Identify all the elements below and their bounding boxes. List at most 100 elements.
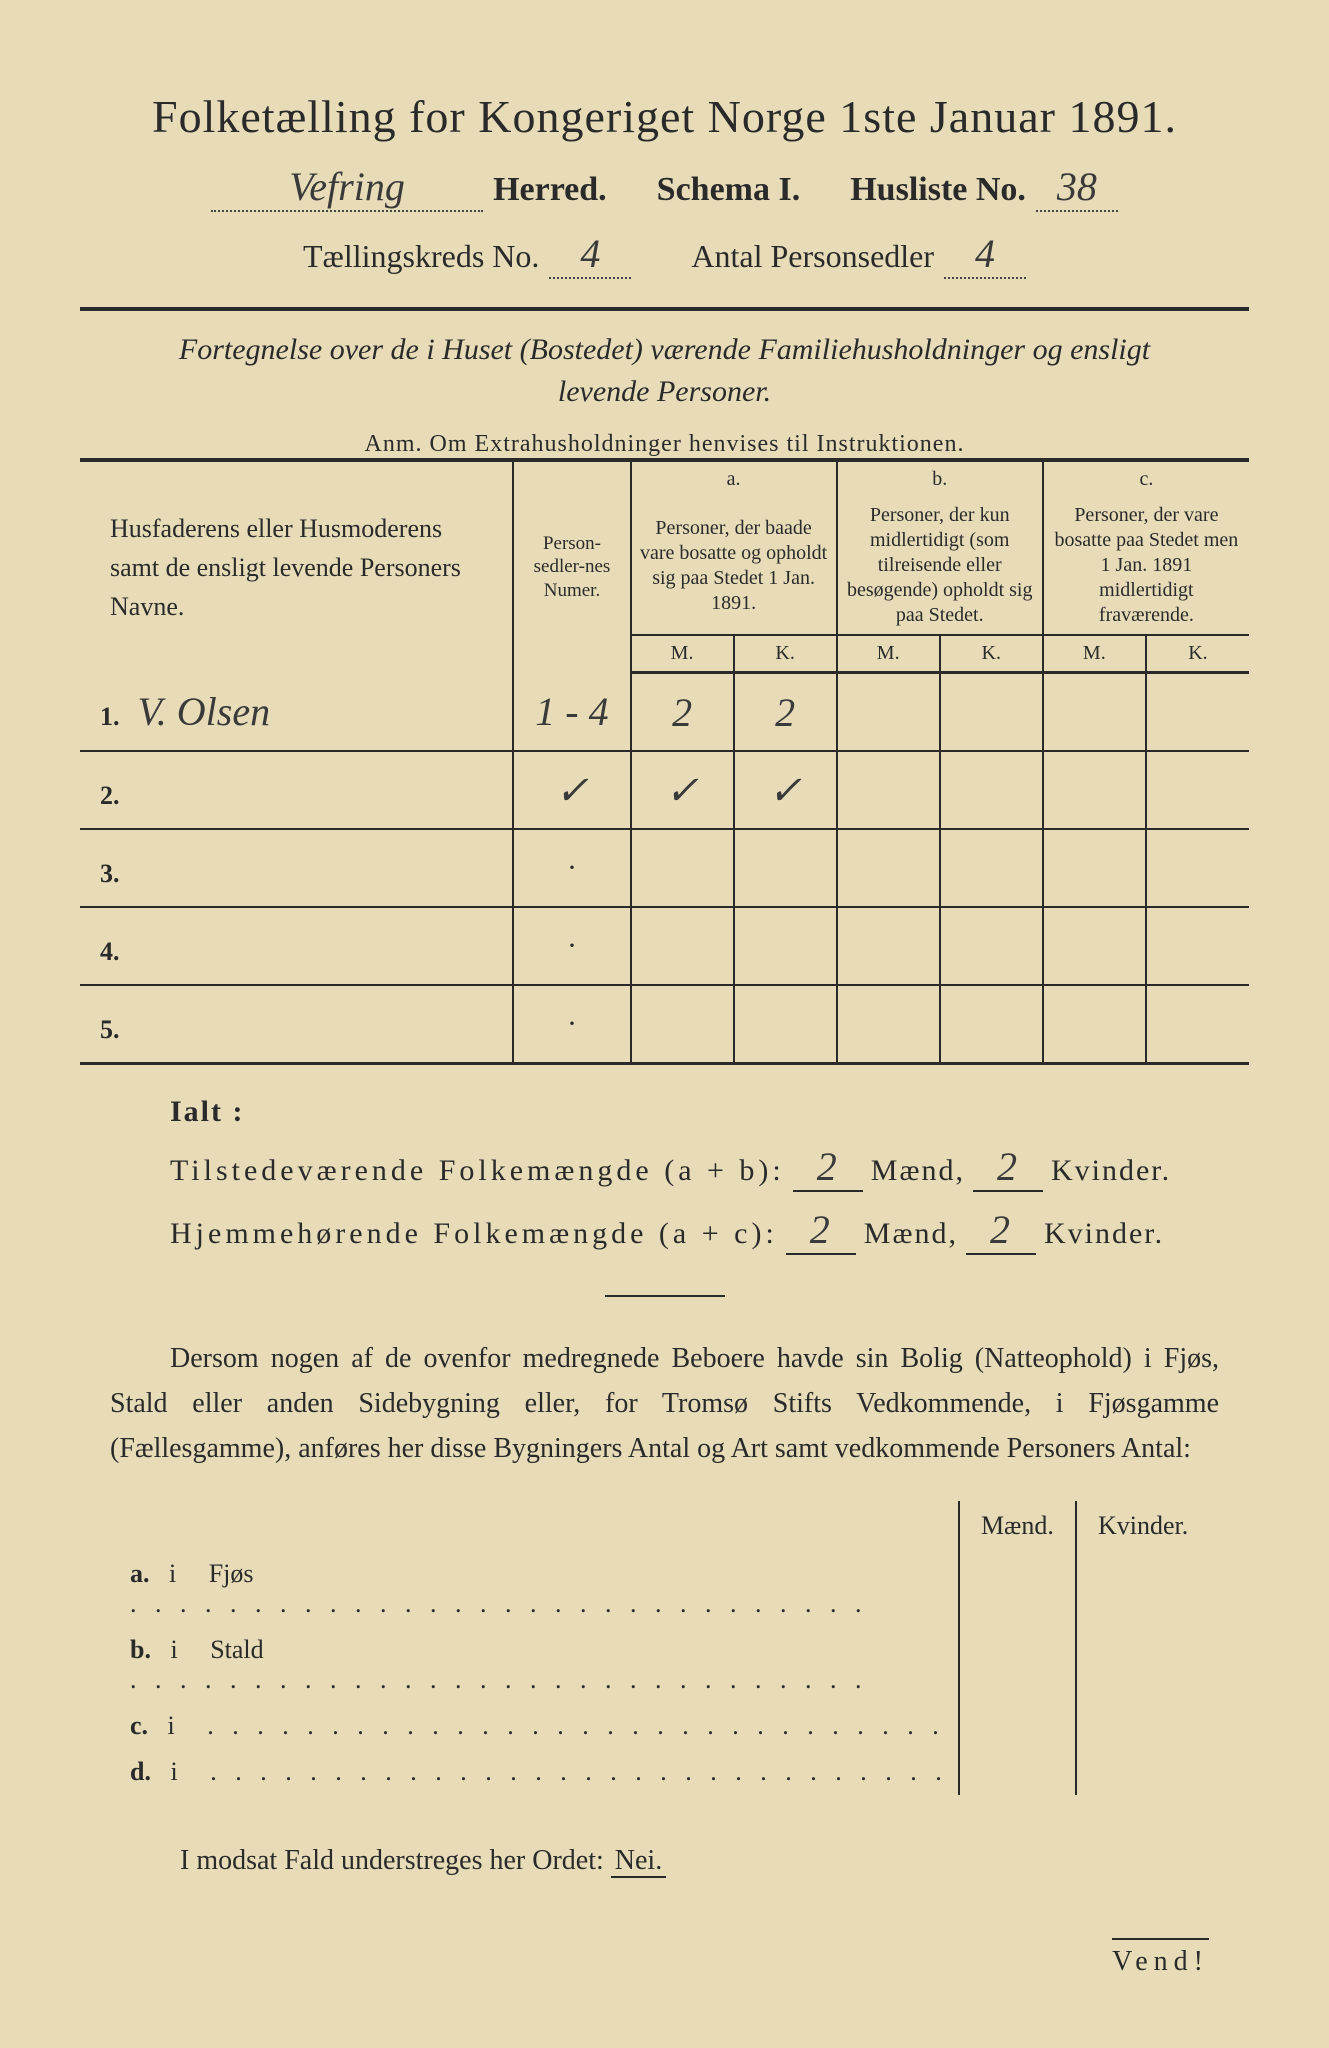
- ialt-line2-m: 2: [786, 1206, 856, 1255]
- col-num-header: Person-sedler-nes Numer.: [513, 460, 630, 673]
- cm-cell: [1043, 829, 1146, 907]
- ialt-line2-label: Hjemmehørende Folkemængde (a + c):: [170, 1217, 778, 1251]
- num-cell: ·: [513, 829, 630, 907]
- am-cell: ✓: [631, 751, 734, 829]
- husliste-label: Husliste No.: [850, 171, 1026, 209]
- fortegnelse-heading: Fortegnelse over de i Huset (Bostedet) v…: [120, 329, 1209, 413]
- short-divider: [605, 1295, 725, 1297]
- vend-label: Vend!: [1112, 1938, 1209, 1978]
- ck-cell: [1146, 673, 1249, 752]
- name-cell: 3.: [80, 829, 513, 907]
- page-title: Folketælling for Kongeriget Norge 1ste J…: [80, 90, 1249, 143]
- col-c-m: M.: [1043, 635, 1146, 673]
- cm-cell: [1043, 907, 1146, 985]
- main-table: Husfaderens eller Husmoderens samt de en…: [80, 458, 1249, 1065]
- ck-cell: [1146, 985, 1249, 1064]
- nei-word: Nei.: [611, 1845, 666, 1878]
- fortegnelse-line1: Fortegnelse over de i Huset (Bostedet) v…: [179, 333, 1150, 366]
- antal-value: 4: [944, 230, 1026, 279]
- bk-cell: [940, 985, 1043, 1064]
- bm-cell: [837, 829, 940, 907]
- bk-cell: [940, 673, 1043, 752]
- maend-label: Mænd,: [871, 1154, 965, 1188]
- ck-cell: [1146, 751, 1249, 829]
- ck-cell: [1146, 829, 1249, 907]
- building-m-cell: [959, 1627, 1076, 1703]
- maend-label2: Mænd,: [864, 1217, 958, 1251]
- dersom-text: Dersom nogen af de ovenfor medregnede Be…: [110, 1343, 1219, 1464]
- bk-cell: [940, 751, 1043, 829]
- building-m-cell: [959, 1551, 1076, 1627]
- building-label-cell: b. i Stald . . . . . . . . . . . . . . .…: [120, 1627, 959, 1703]
- dersom-paragraph: Dersom nogen af de ovenfor medregnede Be…: [110, 1337, 1219, 1471]
- col-b-desc: Personer, der kun midlertidigt (som tilr…: [837, 497, 1043, 635]
- num-cell: ✓: [513, 751, 630, 829]
- col-b-label: b.: [837, 460, 1043, 497]
- table-row: 3. ·: [80, 829, 1249, 907]
- name-cell: 2.: [80, 751, 513, 829]
- building-kvinder-header: Kvinder.: [1076, 1501, 1209, 1551]
- cm-cell: [1043, 751, 1146, 829]
- ak-cell: [734, 907, 837, 985]
- census-form-page: Folketælling for Kongeriget Norge 1ste J…: [0, 0, 1329, 2048]
- building-m-cell: [959, 1703, 1076, 1749]
- bk-cell: [940, 907, 1043, 985]
- name-cell: 1. V. Olsen: [80, 673, 513, 752]
- ak-cell: 2: [734, 673, 837, 752]
- kvinder-label: Kvinder.: [1051, 1154, 1171, 1188]
- col-num-text: Person-sedler-nes Numer.: [522, 524, 621, 611]
- col-a-m: M.: [631, 635, 734, 673]
- name-cell: 5.: [80, 985, 513, 1064]
- bm-cell: [837, 673, 940, 752]
- num-cell: ·: [513, 985, 630, 1064]
- col-c-label: c.: [1043, 460, 1249, 497]
- ialt-section: Ialt : Tilstedeværende Folkemængde (a + …: [170, 1095, 1249, 1255]
- building-k-cell: [1076, 1551, 1209, 1627]
- building-k-cell: [1076, 1703, 1209, 1749]
- ialt-line1-m: 2: [793, 1143, 863, 1192]
- name-cell: 4.: [80, 907, 513, 985]
- col-a-desc: Personer, der baade vare bosatte og opho…: [631, 497, 837, 635]
- building-label-cell: d. i . . . . . . . . . . . . . . . . . .…: [120, 1749, 959, 1795]
- col-a-k: K.: [734, 635, 837, 673]
- ialt-line-1: Tilstedeværende Folkemængde (a + b): 2 M…: [170, 1143, 1249, 1192]
- herred-label: Herred.: [493, 171, 607, 209]
- bm-cell: [837, 907, 940, 985]
- kvinder-label2: Kvinder.: [1044, 1217, 1164, 1251]
- building-m-cell: [959, 1749, 1076, 1795]
- building-table: Mænd. Kvinder. a. i Fjøs . . . . . . . .…: [120, 1501, 1209, 1795]
- col-b-k: K.: [940, 635, 1043, 673]
- bm-cell: [837, 985, 940, 1064]
- ialt-line2-k: 2: [966, 1206, 1036, 1255]
- bk-cell: [940, 829, 1043, 907]
- building-k-cell: [1076, 1749, 1209, 1795]
- ialt-line1-k: 2: [973, 1143, 1043, 1192]
- cm-cell: [1043, 673, 1146, 752]
- building-section: Mænd. Kvinder. a. i Fjøs . . . . . . . .…: [120, 1501, 1209, 1795]
- modsat-text: I modsat Fald understreges her Ordet:: [180, 1845, 604, 1876]
- schema-label: Schema I.: [657, 171, 801, 209]
- am-cell: [631, 985, 734, 1064]
- divider: [80, 307, 1249, 311]
- fortegnelse-line2: levende Personer.: [558, 375, 771, 408]
- col-b-m: M.: [837, 635, 940, 673]
- am-cell: [631, 907, 734, 985]
- col-c-desc: Personer, der vare bosatte paa Stedet me…: [1043, 497, 1249, 635]
- husliste-value: 38: [1036, 163, 1118, 212]
- building-maend-header: Mænd.: [959, 1501, 1076, 1551]
- ialt-line-2: Hjemmehørende Folkemængde (a + c): 2 Mæn…: [170, 1206, 1249, 1255]
- header-row-1: Vefring Herred. Schema I. Husliste No. 3…: [80, 163, 1249, 212]
- table-row: 5. ·: [80, 985, 1249, 1064]
- building-row: b. i Stald . . . . . . . . . . . . . . .…: [120, 1627, 1209, 1703]
- bm-cell: [837, 751, 940, 829]
- building-k-cell: [1076, 1627, 1209, 1703]
- table-row: 4. ·: [80, 907, 1249, 985]
- building-label-cell: a. i Fjøs . . . . . . . . . . . . . . . …: [120, 1551, 959, 1627]
- antal-label: Antal Personsedler: [691, 238, 934, 275]
- kreds-value: 4: [549, 230, 631, 279]
- col-name-header: Husfaderens eller Husmoderens samt de en…: [80, 460, 513, 673]
- building-row: a. i Fjøs . . . . . . . . . . . . . . . …: [120, 1551, 1209, 1627]
- am-cell: 2: [631, 673, 734, 752]
- table-row: 1. V. Olsen1 - 422: [80, 673, 1249, 752]
- ialt-label: Ialt :: [170, 1095, 1249, 1129]
